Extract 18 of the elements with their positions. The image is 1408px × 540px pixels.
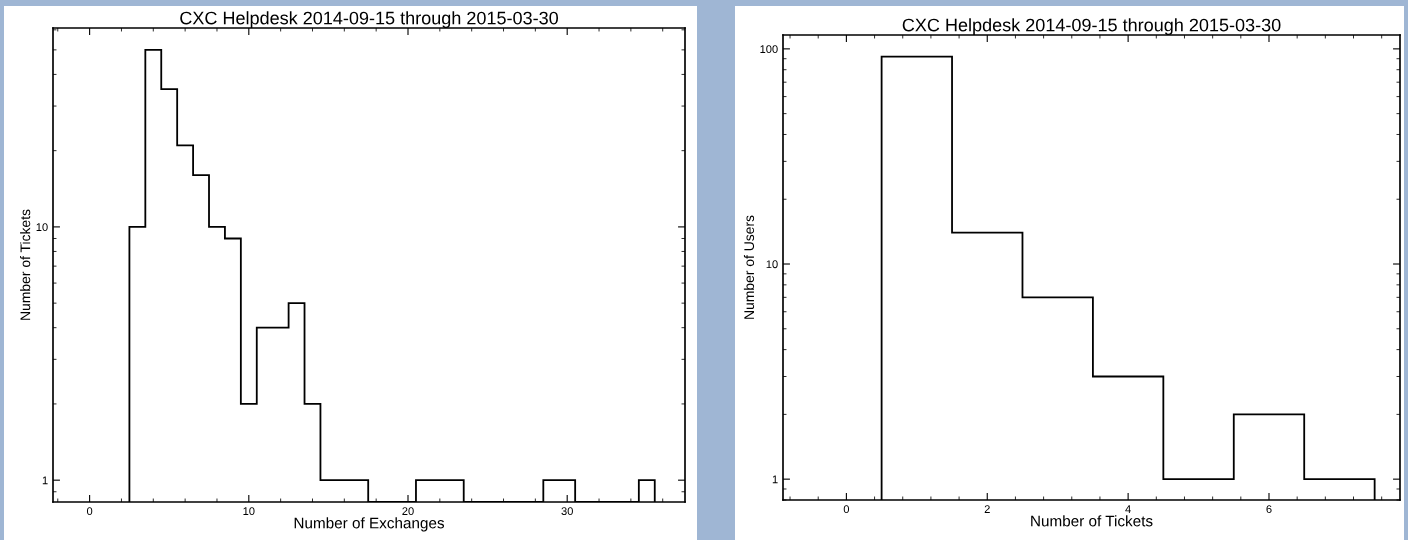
x-tick-label: 0	[843, 505, 850, 514]
y-axis-title: Number of Users	[743, 215, 755, 319]
x-tick-label: 0	[86, 507, 93, 516]
chart-title: CXC Helpdesk 2014-09-15 through 2015-03-30	[902, 18, 1281, 35]
y-tick-label: 100	[760, 45, 778, 53]
y-tick-label: 1	[42, 476, 48, 485]
y-axis-title: Number of Tickets	[20, 209, 31, 320]
x-tick-label: 10	[243, 507, 255, 516]
x-axis-title: Number of Tickets	[1031, 515, 1153, 527]
chart-title: CXC Helpdesk 2014-09-15 through 2015-03-30	[180, 11, 559, 28]
y-tick-label: 1	[772, 475, 778, 484]
x-tick-label: 20	[402, 507, 414, 516]
y-tick-label: 10	[766, 260, 778, 269]
x-tick-label: 6	[1266, 505, 1272, 514]
x-axis-title: Number of Exchanges	[294, 517, 445, 532]
x-tick-label: 2	[984, 505, 990, 513]
x-tick-label: 4	[1125, 505, 1131, 513]
x-tick-label: 30	[561, 507, 573, 516]
